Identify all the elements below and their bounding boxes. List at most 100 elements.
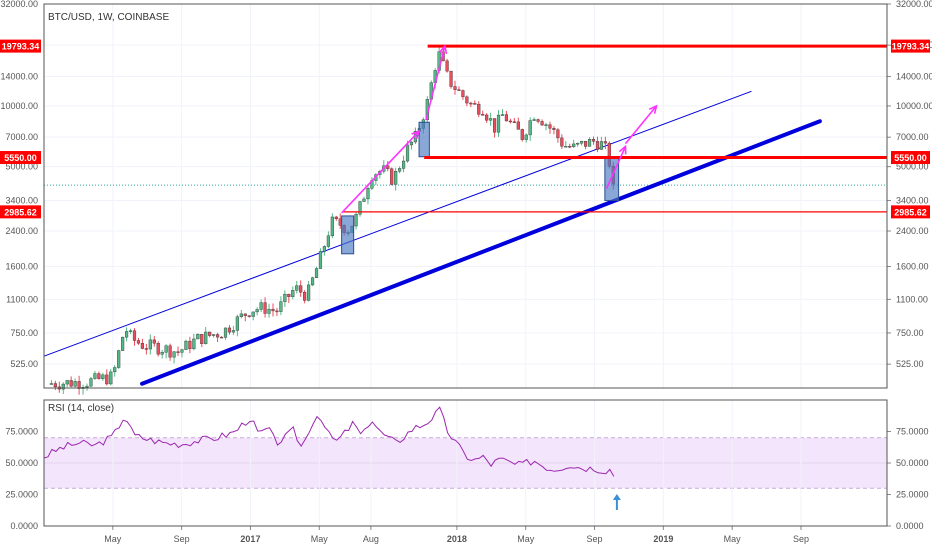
candle-down bbox=[243, 313, 247, 316]
candle-up bbox=[49, 383, 53, 385]
candle-up bbox=[148, 339, 152, 350]
candle-down bbox=[465, 96, 469, 104]
candle-up bbox=[362, 198, 366, 202]
candle-up bbox=[524, 134, 528, 140]
candle-down bbox=[287, 293, 291, 297]
candle-up bbox=[354, 213, 358, 227]
time-axis: May Sep 2017 May Aug 2018 May Sep 2019 May Sep bbox=[104, 526, 809, 544]
price-tick-label-left: 2400.00 bbox=[5, 226, 38, 236]
time-tick-label: Aug bbox=[363, 534, 379, 544]
price-tick-label-right: 1100.00 bbox=[896, 294, 928, 304]
candle-up bbox=[398, 168, 402, 172]
highlight-box bbox=[418, 121, 430, 158]
candle-up bbox=[113, 367, 117, 373]
support-trendline bbox=[140, 119, 822, 386]
time-tick-label: May bbox=[311, 534, 329, 544]
price-tick-label-right: 2400.00 bbox=[896, 226, 929, 236]
price-frame bbox=[43, 3, 888, 389]
candle-up bbox=[564, 145, 568, 148]
price-tick-label-left: 5000.00 bbox=[5, 162, 38, 172]
candle-down bbox=[477, 103, 481, 115]
candle-up bbox=[235, 316, 239, 331]
chart-title: BTC/USD, 1W, COINBASE bbox=[48, 12, 169, 23]
price-tick-label-left: 750.00 bbox=[10, 328, 38, 338]
candle-down bbox=[485, 114, 489, 121]
price-label-left-box bbox=[0, 39, 41, 53]
candle-down bbox=[144, 348, 148, 350]
candle-down bbox=[227, 327, 232, 333]
candle-down bbox=[457, 89, 461, 91]
highlight-box bbox=[341, 215, 355, 255]
candle-up bbox=[358, 201, 362, 215]
candle-down bbox=[208, 331, 212, 336]
candle-down bbox=[453, 86, 457, 90]
trendlines bbox=[43, 90, 822, 386]
resistance-lines bbox=[343, 44, 887, 213]
candle-down bbox=[492, 118, 497, 133]
candle-up bbox=[295, 285, 299, 291]
candle-up bbox=[599, 141, 603, 150]
candle-up bbox=[326, 235, 330, 247]
rsi-axis-left: 0.0000 25.0000 50.0000 75.0000 bbox=[5, 427, 38, 532]
projection-arrow-shaft bbox=[425, 45, 446, 121]
price-tick-label-right: 5000.00 bbox=[896, 162, 929, 172]
candle-up bbox=[231, 330, 236, 333]
highlight-box bbox=[604, 157, 620, 201]
price-tick-label-right: 750.00 bbox=[896, 328, 924, 338]
candle-down bbox=[568, 145, 572, 148]
rsi-frame bbox=[43, 399, 888, 527]
candle-down bbox=[200, 334, 204, 344]
candle-up bbox=[279, 301, 283, 312]
arrow-up-icon-head bbox=[612, 494, 621, 500]
projection-arrow-head bbox=[648, 104, 658, 114]
candle-down bbox=[536, 119, 540, 122]
candle-down bbox=[132, 330, 137, 341]
projection-arrow-shaft bbox=[605, 146, 627, 189]
price-tick-label-right: 7000.00 bbox=[896, 132, 929, 142]
time-tick-label: 2019 bbox=[653, 534, 673, 544]
candle-down bbox=[540, 121, 544, 126]
candle-down bbox=[247, 315, 251, 317]
candle-down bbox=[461, 90, 465, 98]
candle-up bbox=[544, 124, 548, 126]
candle-up bbox=[196, 334, 200, 340]
candle-up bbox=[255, 309, 259, 313]
time-tick-label: Sep bbox=[174, 534, 190, 544]
rsi-tick-label-right: 25.0000 bbox=[896, 490, 929, 500]
projection-arrow-head bbox=[411, 129, 421, 140]
candle-down bbox=[390, 168, 394, 185]
candle-down bbox=[386, 165, 390, 169]
candle-down bbox=[516, 121, 520, 130]
candle-down bbox=[263, 302, 267, 314]
candle-down bbox=[560, 137, 564, 147]
candle-up bbox=[283, 293, 287, 302]
candle-up bbox=[117, 350, 121, 368]
price-axis-left: 525.00 750.00 1100.00 1600.00 2400.00 3400.00… bbox=[0, 0, 38, 369]
candle-down bbox=[469, 102, 473, 105]
price-label-right: 5550.00 bbox=[894, 153, 927, 163]
price-tick-label-left: 7000.00 bbox=[5, 132, 38, 142]
candle-up bbox=[394, 171, 398, 185]
rsi-marker bbox=[612, 494, 621, 510]
candle-up bbox=[366, 188, 370, 200]
candle-up bbox=[587, 139, 592, 147]
price-tick-label-left: 14000.00 bbox=[0, 71, 38, 81]
time-tick-label: May bbox=[104, 534, 122, 544]
projection-arrow-head bbox=[618, 144, 627, 155]
candle-up bbox=[528, 120, 532, 136]
price-label-left: 2985.62 bbox=[4, 207, 37, 217]
candle-down bbox=[152, 339, 156, 344]
candle-down bbox=[216, 334, 220, 338]
candle-up bbox=[73, 381, 77, 387]
price-tick-label-right: 525.00 bbox=[896, 359, 924, 369]
rsi-title: RSI (14, close) bbox=[48, 403, 114, 414]
candle-down bbox=[449, 70, 453, 87]
candle-up bbox=[489, 118, 493, 121]
price-label-right: 19793.34 bbox=[892, 42, 930, 52]
price-label-right-box bbox=[891, 151, 930, 165]
rsi-tick-label-right: 75.0000 bbox=[896, 427, 929, 437]
price-label-left: 5550.00 bbox=[4, 153, 37, 163]
candle-down bbox=[473, 103, 477, 105]
candle-up bbox=[192, 338, 196, 350]
candle-down bbox=[188, 340, 192, 350]
